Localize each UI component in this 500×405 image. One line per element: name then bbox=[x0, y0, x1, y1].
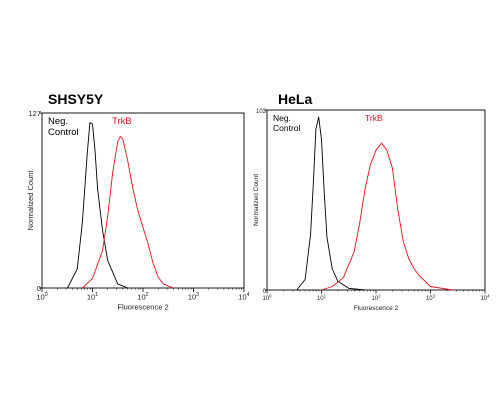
y-axis-label: Normalized Count bbox=[253, 174, 260, 226]
legend-trkb: TrkB bbox=[365, 113, 383, 123]
legend-trkb: TrkB bbox=[112, 116, 132, 127]
x-tick-label: 101 bbox=[87, 292, 98, 301]
x-tick-label: 102 bbox=[371, 293, 381, 302]
y-tick-label: 127 bbox=[28, 109, 41, 118]
chart-panel-2: HeLa 0 103 100 101 102 103 104 Fluorescence 2 Nor… bbox=[253, 91, 490, 312]
legend-neg-control: Neg. Control bbox=[273, 113, 301, 133]
x-tick-label: 100 bbox=[36, 292, 47, 301]
x-tick-label: 104 bbox=[238, 292, 249, 301]
series-line-1 bbox=[67, 122, 128, 289]
x-tick-label: 101 bbox=[317, 293, 327, 302]
y-tick-label: 0 bbox=[263, 289, 267, 295]
plot-frame bbox=[41, 112, 245, 289]
x-axis-label: Fluorescence 2 bbox=[354, 305, 399, 312]
y-tick-label: 103 bbox=[256, 109, 267, 115]
series-line-2 bbox=[82, 135, 174, 289]
x-axis-label: Fluorescence 2 bbox=[117, 303, 168, 312]
legend-neg-control: Neg. Control bbox=[48, 116, 79, 138]
chart-title: HeLa bbox=[278, 91, 312, 107]
x-tick-label: 104 bbox=[480, 293, 490, 302]
x-tick-label: 103 bbox=[188, 292, 199, 301]
x-tick-label: 103 bbox=[426, 293, 436, 302]
x-tick-label: 100 bbox=[262, 293, 272, 302]
chart-title: SHSY5Y bbox=[48, 91, 104, 107]
y-axis-label: Normalized Count bbox=[26, 170, 35, 231]
plot-frame bbox=[266, 109, 486, 291]
series-line-1 bbox=[296, 116, 366, 291]
y-tick-label: 0 bbox=[37, 284, 41, 293]
series-line-2 bbox=[321, 142, 453, 291]
chart-panel-1: SHSY5Y 0 127 100 101 102 103 104 Fluorescence 2 N… bbox=[26, 91, 250, 312]
x-tick-label: 102 bbox=[137, 292, 148, 301]
